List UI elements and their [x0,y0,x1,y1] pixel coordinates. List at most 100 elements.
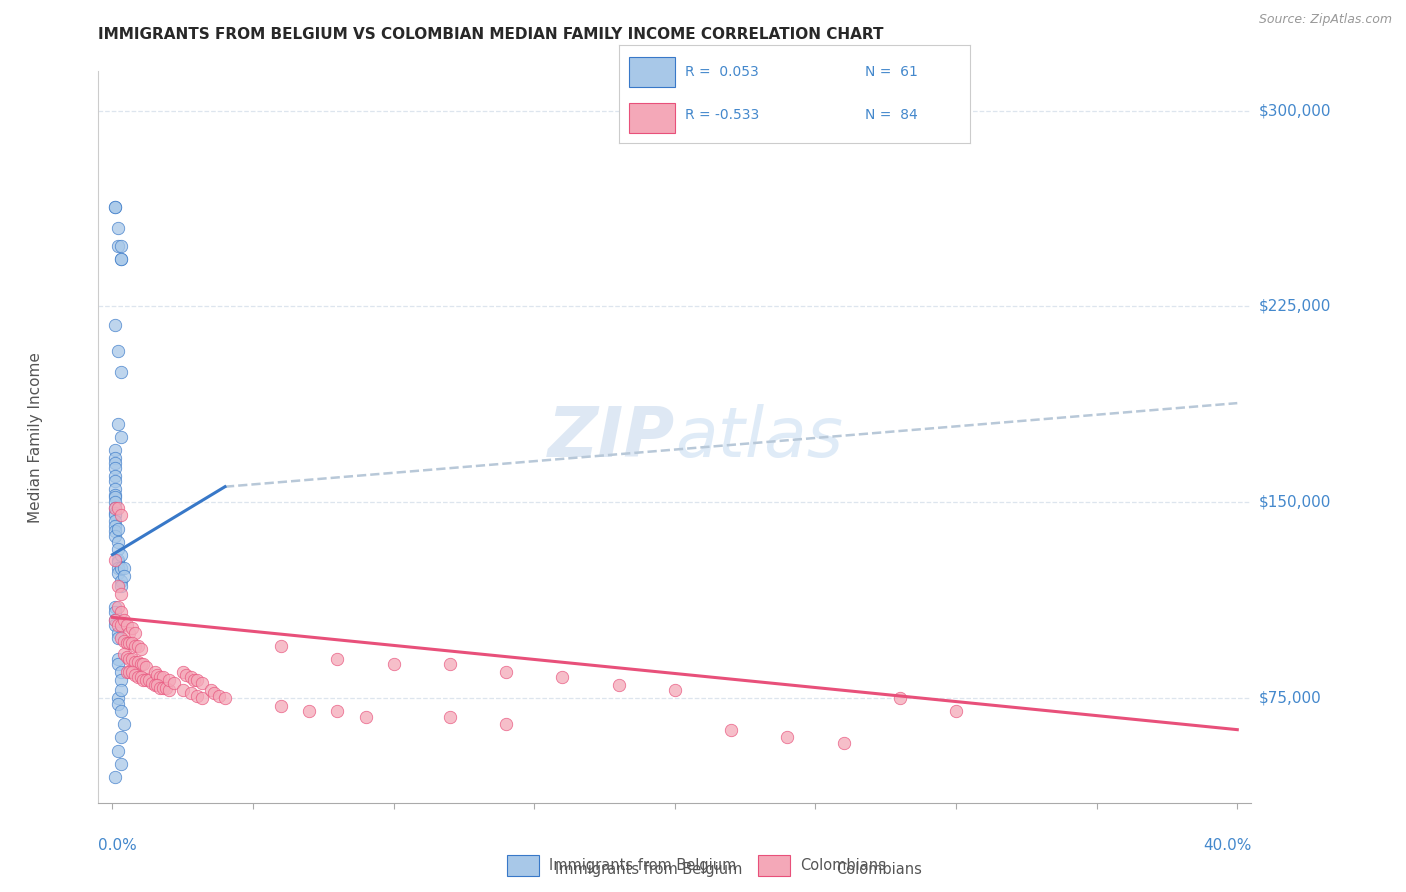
Point [115,636,138,650]
Point [174,667,197,681]
Point [107,743,129,757]
Point [143,678,166,692]
Point [104,553,127,567]
Point [104,605,127,619]
Point [107,657,129,672]
Point [104,770,127,784]
Point [129,657,152,672]
Point [110,665,132,680]
Point [115,665,138,680]
Point [104,524,127,538]
Point [186,689,208,703]
Text: N =  61: N = 61 [865,65,918,79]
Point [112,647,135,661]
Point [110,618,132,632]
Point [889,691,911,706]
Point [110,252,132,267]
Point [110,705,132,719]
FancyBboxPatch shape [630,103,675,133]
Point [202,686,225,700]
Point [104,490,127,504]
Point [720,723,742,737]
Point [214,691,236,706]
Point [107,521,129,535]
Text: ZIP: ZIP [547,403,675,471]
Point [107,556,129,570]
Point [124,639,146,653]
Point [104,613,127,627]
Point [112,560,135,574]
Point [112,717,135,731]
Point [191,691,214,706]
Point [132,673,155,687]
Text: Median Family Income: Median Family Income [28,351,42,523]
Point [439,657,461,672]
Point [157,683,180,698]
Point [172,665,194,680]
Point [107,566,129,580]
Point [141,675,163,690]
Point [107,691,129,706]
Point [104,599,127,614]
Point [200,683,222,698]
Point [107,542,129,557]
Point [208,689,231,703]
Point [110,756,132,771]
Point [115,618,138,632]
Point [104,508,127,523]
Text: $225,000: $225,000 [1258,299,1330,314]
Point [152,670,174,684]
Point [107,618,129,632]
Point [110,587,132,601]
Point [104,519,127,533]
Point [124,667,146,681]
Point [776,731,799,745]
Point [664,683,686,698]
Point [110,683,132,698]
Point [127,639,149,653]
Point [107,626,129,640]
Point [129,670,152,684]
Point [326,705,349,719]
Point [298,705,321,719]
Text: $150,000: $150,000 [1258,495,1330,510]
Point [110,605,132,619]
Point [157,673,180,687]
Point [104,318,127,332]
Text: N =  84: N = 84 [865,108,918,122]
Point [118,626,141,640]
Point [149,670,172,684]
Text: $300,000: $300,000 [1258,103,1331,118]
Point [180,670,202,684]
Point [104,506,127,520]
Point [112,633,135,648]
Text: 40.0%: 40.0% [1204,838,1251,854]
Text: atlas: atlas [675,403,842,471]
Point [107,500,129,515]
Point [191,675,214,690]
Point [155,681,177,695]
Text: R =  0.053: R = 0.053 [686,65,759,79]
Point [163,675,186,690]
Point [104,500,127,515]
Point [107,697,129,711]
Point [110,430,132,444]
Point [146,678,169,692]
Point [107,579,129,593]
Point [129,641,152,656]
Text: Colombians: Colombians [800,858,886,872]
Point [118,636,141,650]
Point [115,649,138,664]
Text: $75,000: $75,000 [1258,690,1322,706]
Point [110,579,132,593]
Point [107,632,129,646]
Point [110,508,132,523]
Point [110,560,132,574]
Point [104,200,127,214]
Point [382,657,405,672]
Point [495,665,517,680]
Point [121,621,143,635]
Point [110,673,132,687]
Point [110,632,132,646]
FancyBboxPatch shape [630,57,675,87]
